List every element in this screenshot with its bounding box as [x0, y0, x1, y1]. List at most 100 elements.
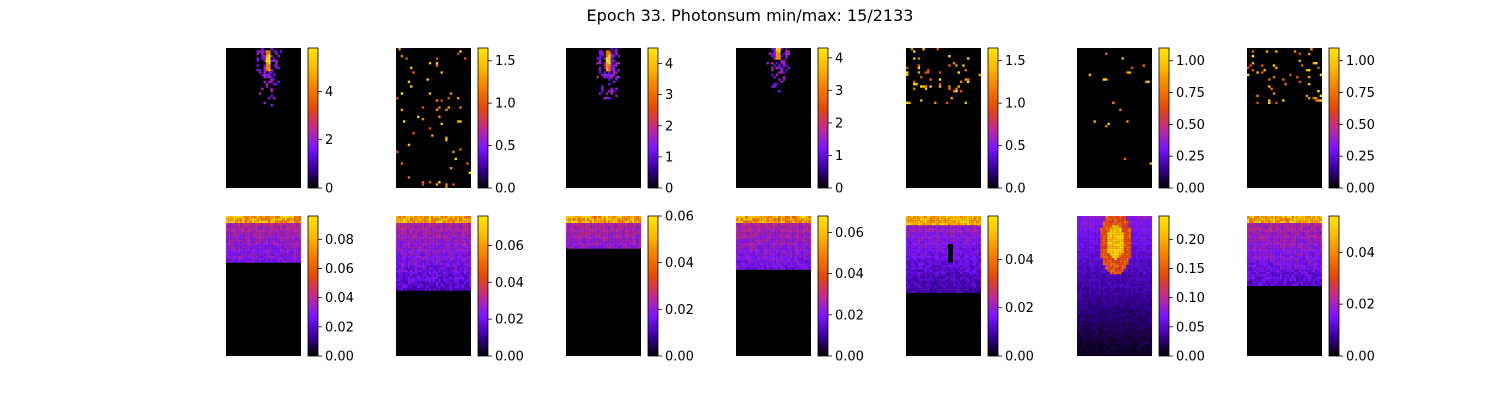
heatmap-cell [943, 241, 946, 245]
heatmap-cell [917, 57, 921, 60]
heatmap-cell [596, 234, 599, 238]
heatmap-cell [228, 237, 231, 240]
heatmap-cell [759, 216, 762, 219]
heatmap-cell [957, 288, 960, 291]
heatmap-cell [263, 244, 266, 247]
heatmap-cell [752, 244, 755, 247]
heatmap-cell [773, 83, 776, 86]
heatmap-cell [421, 276, 425, 280]
heatmap-cell [633, 232, 637, 235]
heatmap-cell [270, 246, 273, 249]
heatmap-cell [638, 234, 642, 238]
heatmap-cell [1084, 244, 1087, 247]
heatmap-cell [244, 258, 248, 261]
heatmap-cell [400, 246, 404, 249]
heatmap-cell [258, 230, 262, 233]
heatmap-cell [787, 218, 790, 221]
heatmap-cell [799, 234, 802, 238]
heatmap-cell [424, 220, 427, 224]
heatmap-cell [920, 241, 923, 245]
heatmap-cell [452, 272, 455, 275]
heatmap-cell [1081, 223, 1085, 226]
heatmap-cell [764, 230, 767, 233]
heatmap-cell [403, 272, 406, 275]
heatmap-cell [426, 283, 429, 287]
heatmap-cell [263, 55, 266, 58]
heatmap-cell [964, 272, 967, 275]
heatmap-cell [917, 239, 921, 242]
heatmap-cell [771, 66, 774, 70]
heatmap-cell [1100, 230, 1103, 233]
heatmap-cell [424, 281, 427, 284]
heatmap-cell [931, 230, 935, 233]
heatmap-cell [400, 276, 404, 280]
heatmap-cell [941, 279, 944, 282]
heatmap-cell [1077, 251, 1080, 254]
heatmap-cell [1086, 230, 1089, 233]
heatmap-cell [270, 232, 273, 235]
heatmap-cell [405, 241, 408, 245]
heatmap-cell [927, 265, 930, 268]
heatmap-cell [410, 281, 413, 284]
heatmap-cell [235, 244, 238, 247]
heatmap-cell [950, 220, 953, 224]
heatmap-cell [419, 262, 422, 266]
heatmap-cell [920, 265, 923, 268]
heatmap-cell [952, 62, 956, 65]
heatmap-cell [969, 286, 972, 289]
heatmap-cell [589, 223, 592, 226]
heatmap-cell [438, 246, 441, 249]
heatmap-cell [796, 258, 800, 261]
heatmap-cell [1130, 225, 1134, 228]
heatmap-cell [636, 232, 639, 235]
heatmap-cell [934, 255, 937, 259]
heatmap-cell [251, 220, 255, 224]
heatmap-cell [256, 239, 259, 242]
heatmap-cell [948, 230, 951, 233]
heatmap-cell [938, 251, 942, 254]
heatmap-cell [631, 244, 635, 247]
heatmap-cell [449, 262, 453, 266]
heatmap-cell [226, 258, 229, 261]
heatmap-cell [1149, 227, 1153, 231]
heatmap-cell [1093, 223, 1096, 226]
heatmap-cell [1102, 248, 1106, 252]
heatmap-cell [610, 62, 613, 65]
heatmap-cell [1307, 83, 1311, 86]
heatmap-cell [780, 48, 783, 51]
heatmap-cell [792, 227, 795, 231]
heatmap-cell [598, 234, 602, 238]
heatmap-cell [1116, 232, 1120, 235]
colorbar-tick-label: 1.00 [1346, 54, 1375, 69]
heatmap-cell [971, 232, 975, 235]
heatmap-cell [973, 265, 977, 268]
heatmap-cell [247, 246, 250, 249]
heatmap-cell [414, 246, 418, 249]
heatmap-cell [1126, 241, 1129, 245]
heatmap-cell [915, 241, 918, 245]
heatmap-cell [407, 262, 411, 266]
heatmap-cell [240, 248, 243, 252]
heatmap-cell [945, 279, 949, 282]
heatmap-cell [426, 244, 429, 247]
heatmap-cell [452, 232, 455, 235]
heatmap-cell [575, 230, 578, 233]
heatmap-cell [598, 239, 602, 242]
heatmap-cell [298, 258, 302, 261]
heatmap-cell [468, 260, 472, 263]
heatmap-cell [228, 230, 231, 233]
heatmap-cell [414, 288, 418, 291]
heatmap-cell [799, 223, 802, 226]
heatmap-cell [922, 288, 925, 291]
heatmap-cell [268, 260, 271, 263]
heatmap-cell [456, 251, 460, 254]
heatmap-cell [1102, 223, 1106, 226]
heatmap-cell [934, 281, 937, 284]
heatmap-cell [617, 225, 620, 228]
heatmap-cell [761, 244, 765, 247]
heatmap-cell [1147, 227, 1150, 231]
heatmap-cell [976, 220, 979, 224]
heatmap-cell [764, 262, 767, 266]
heatmap-cell [773, 52, 776, 56]
heatmap-background [1247, 48, 1322, 188]
